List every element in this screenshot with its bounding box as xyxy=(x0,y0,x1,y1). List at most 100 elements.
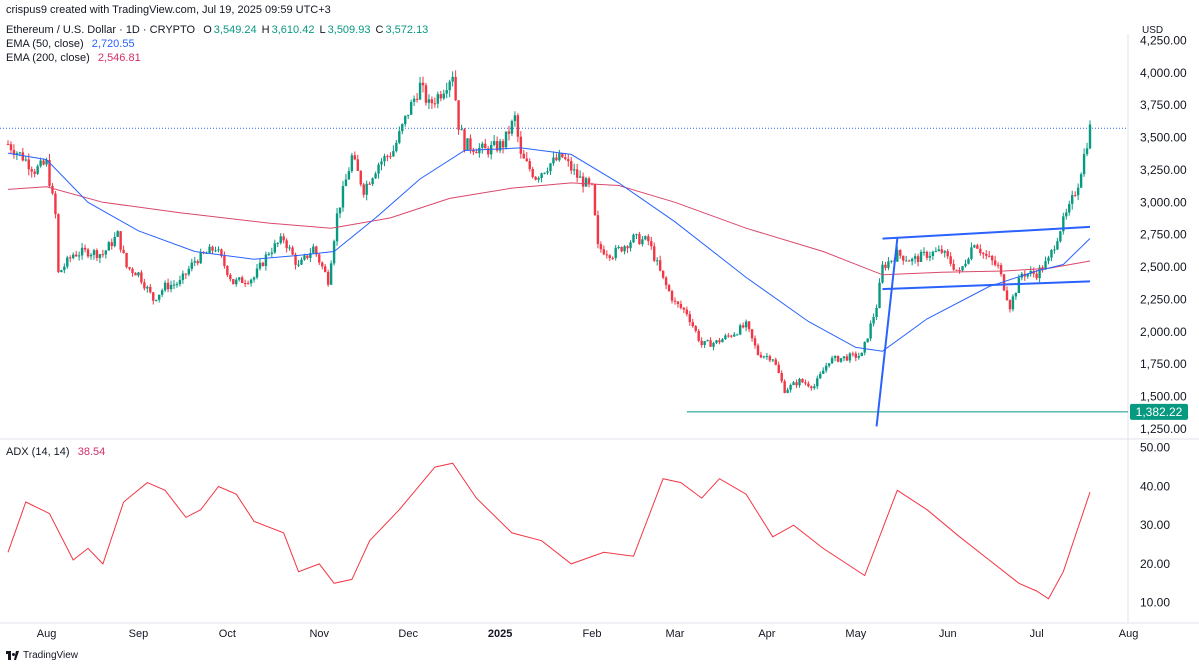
candle-body xyxy=(905,260,908,262)
candle-body xyxy=(404,115,407,125)
candle-body xyxy=(321,262,324,267)
candle-body xyxy=(415,98,419,100)
price-tick-label: 4,250.00 xyxy=(1140,33,1187,47)
candle-body xyxy=(721,339,724,343)
tradingview-logo[interactable]: TradingView xyxy=(6,650,78,661)
candle-body xyxy=(537,178,540,180)
candle-body xyxy=(211,246,214,251)
candle-body xyxy=(39,160,42,167)
candle-body xyxy=(155,299,158,301)
candle-body xyxy=(264,254,268,266)
candle-body xyxy=(819,373,822,379)
candle-body xyxy=(955,269,958,271)
price-tick-label: 2,750.00 xyxy=(1140,228,1187,242)
candle-body xyxy=(638,234,641,245)
candle-body xyxy=(478,147,481,154)
candle-body xyxy=(658,260,662,271)
candle-body xyxy=(57,214,60,273)
candle-body xyxy=(163,282,167,291)
candle-body xyxy=(51,185,54,194)
candle-body xyxy=(617,246,620,248)
candle-body xyxy=(95,250,99,259)
candle-body xyxy=(318,254,321,263)
time-axis-label: May xyxy=(845,628,866,640)
high-label: H xyxy=(261,24,270,36)
candle-body xyxy=(454,76,457,101)
candle-body xyxy=(178,279,182,285)
candle-body xyxy=(359,170,362,185)
candle-body xyxy=(160,290,164,295)
candle-body xyxy=(810,386,813,389)
candle-body xyxy=(561,153,564,158)
candle-body xyxy=(792,382,795,386)
adx-tick-label: 40.00 xyxy=(1140,479,1170,493)
candle-body xyxy=(110,242,113,247)
candle-body xyxy=(69,257,72,259)
price-tick-label: 3,250.00 xyxy=(1140,163,1187,177)
candle-body xyxy=(1035,273,1038,279)
ema50-legend[interactable]: EMA (50, close) 2,720.55 xyxy=(6,38,137,50)
candle-body xyxy=(1011,296,1015,310)
candle-body xyxy=(504,131,508,148)
candle-body xyxy=(199,251,202,264)
candle-body xyxy=(398,131,401,143)
candle-body xyxy=(238,277,241,280)
candle-body xyxy=(653,246,656,261)
candle-body xyxy=(48,159,51,186)
candle-body xyxy=(74,254,78,257)
candle-body xyxy=(718,340,721,343)
candle-body xyxy=(1056,241,1059,250)
adx-legend[interactable]: ADX (14, 14) 38.54 xyxy=(6,446,107,458)
candle-body xyxy=(101,254,105,256)
candle-body xyxy=(667,285,671,292)
candle-body xyxy=(475,151,478,154)
ema50-label: EMA (50, close) xyxy=(6,38,84,50)
candle-body xyxy=(436,94,440,104)
time-axis-label: Aug xyxy=(1119,628,1139,640)
candle-body xyxy=(315,246,318,255)
candle-body xyxy=(584,178,588,187)
candle-body xyxy=(759,354,763,358)
candle-body xyxy=(783,381,786,393)
candle-body xyxy=(635,234,638,236)
candle-body xyxy=(285,240,288,249)
candle-body xyxy=(323,266,327,273)
candle-body xyxy=(857,356,860,358)
candle-body xyxy=(143,282,146,289)
candle-body xyxy=(575,169,579,178)
candle-body xyxy=(125,252,128,268)
candle-body xyxy=(694,326,697,331)
candle-body xyxy=(549,163,552,172)
candle-body xyxy=(747,321,751,330)
candle-body xyxy=(1008,300,1012,310)
candle-body xyxy=(884,264,887,268)
time-axis-label: Aug xyxy=(37,628,57,640)
candle-body xyxy=(570,161,573,171)
candle-body xyxy=(303,255,306,260)
candle-body xyxy=(214,250,217,252)
candle-body xyxy=(1079,174,1083,188)
candle-body xyxy=(306,255,309,259)
candle-body xyxy=(581,176,585,187)
ohlc-legend: Ethereum / U.S. Dollar · 1D · CRYPTO O 3,… xyxy=(6,24,430,36)
candle-body xyxy=(629,242,632,249)
candle-body xyxy=(789,385,792,390)
candle-body xyxy=(146,286,149,289)
candle-body xyxy=(647,236,650,242)
candle-body xyxy=(119,231,122,250)
candle-body xyxy=(777,364,780,373)
ema200-legend[interactable]: EMA (200, close) 2,546.81 xyxy=(6,52,143,64)
symbol-name[interactable]: Ethereum / U.S. Dollar · 1D · CRYPTO xyxy=(6,24,196,36)
candle-body xyxy=(481,143,484,148)
candle-body xyxy=(564,157,567,160)
candle-body xyxy=(152,292,155,301)
candle-body xyxy=(952,263,955,270)
candle-body xyxy=(730,335,733,337)
candle-body xyxy=(122,249,125,253)
candle-body xyxy=(329,263,333,285)
currency-label: USD xyxy=(1142,25,1164,36)
candle-body xyxy=(958,270,961,272)
candle-body xyxy=(12,150,16,155)
candle-body xyxy=(572,169,576,171)
candle-body xyxy=(890,260,893,262)
